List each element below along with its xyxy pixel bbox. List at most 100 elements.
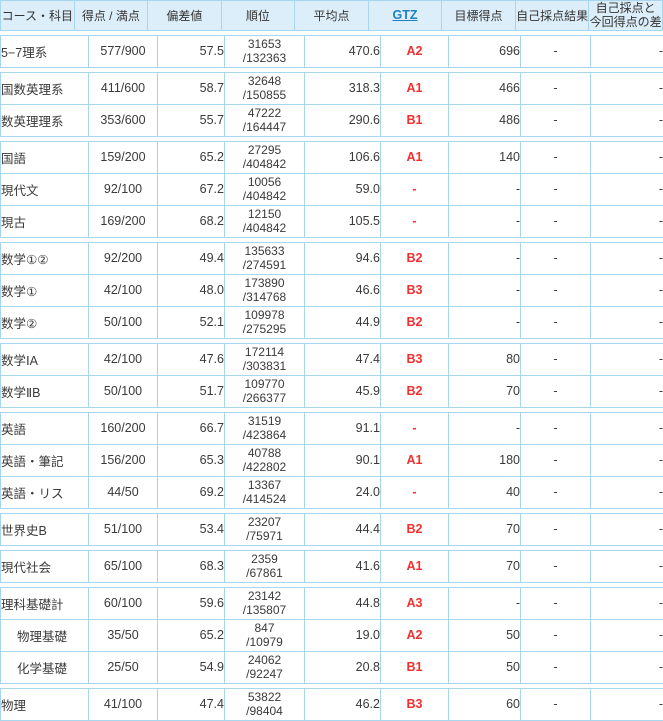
- self-scoring-result-cell: -: [521, 141, 591, 173]
- rank-cell: 10056 /404842: [225, 173, 305, 205]
- self-scoring-result-cell: -: [521, 476, 591, 508]
- score-cell: 60/100: [89, 587, 158, 619]
- rank-value: 172114: [225, 345, 304, 359]
- rank-cell: 32648 /150855: [225, 72, 305, 104]
- table-row: 国語 159/200 65.2 27295 /404842 106.6 A1 1…: [1, 141, 663, 173]
- target-score-cell: 180: [449, 444, 521, 476]
- average-score-cell: 24.0: [305, 476, 381, 508]
- col-header-course-subject: コース・科目: [1, 1, 75, 31]
- self-scoring-diff-cell: -: [591, 375, 663, 407]
- rank-value: 53822: [225, 690, 304, 704]
- deviation-value-cell: 55.7: [158, 104, 225, 136]
- rank-total: /275295: [225, 322, 304, 336]
- target-score-cell: 50: [449, 651, 521, 683]
- subject-cell: 5−7理系: [1, 35, 89, 67]
- subject-cell: 国数英理系: [1, 72, 89, 104]
- average-score-cell: 470.6: [305, 35, 381, 67]
- score-cell: 577/900: [89, 35, 158, 67]
- target-score-cell: 40: [449, 476, 521, 508]
- self-scoring-result-cell: -: [521, 104, 591, 136]
- table-row: 数学ⅠA 42/100 47.6 172114 /303831 47.4 B3 …: [1, 343, 663, 375]
- score-cell: 42/100: [89, 343, 158, 375]
- self-scoring-diff-cell: -: [591, 412, 663, 444]
- header-row: コース・科目 得点 / 満点 偏差値 順位 平均点 GTZ 目標得点 自己採点結…: [1, 1, 663, 31]
- rank-cell: 847 /10979: [225, 619, 305, 651]
- self-scoring-diff-cell: -: [591, 205, 663, 237]
- deviation-value-cell: 65.2: [158, 141, 225, 173]
- deviation-value-cell: 65.2: [158, 619, 225, 651]
- score-cell: 44/50: [89, 476, 158, 508]
- score-cell: 160/200: [89, 412, 158, 444]
- table-row: 化学基礎 25/50 54.9 24062 /92247 20.8 B1 50 …: [1, 651, 663, 683]
- rank-cell: 173890 /314768: [225, 274, 305, 306]
- subject-cell: 現代社会: [1, 550, 89, 582]
- rank-cell: 31653 /132363: [225, 35, 305, 67]
- self-scoring-result-cell: -: [521, 35, 591, 67]
- gtz-header-link[interactable]: GTZ: [393, 8, 418, 22]
- average-score-cell: 46.2: [305, 688, 381, 720]
- gtz-grade-cell: A1: [381, 550, 449, 582]
- rank-value: 2359: [225, 552, 304, 566]
- deviation-value-cell: 47.4: [158, 688, 225, 720]
- gtz-grade-cell: B2: [381, 306, 449, 338]
- self-scoring-result-cell: -: [521, 274, 591, 306]
- table-row: 5−7理系 577/900 57.5 31653 /132363 470.6 A…: [1, 35, 663, 67]
- rank-total: /164447: [225, 120, 304, 134]
- col-header-rank: 順位: [221, 1, 295, 31]
- subject-group-table: 5−7理系 577/900 57.5 31653 /132363 470.6 A…: [0, 35, 663, 68]
- gtz-grade-cell: A1: [381, 141, 449, 173]
- subject-group-table: 数学①② 92/200 49.4 135633 /274591 94.6 B2 …: [0, 242, 663, 339]
- col-header-self-scoring-result: 自己採点結果: [515, 1, 589, 31]
- gtz-grade-cell: A1: [381, 444, 449, 476]
- table-row: 数学① 42/100 48.0 173890 /314768 46.6 B3 -…: [1, 274, 663, 306]
- rank-value: 109978: [225, 308, 304, 322]
- subject-cell: 数学②: [1, 306, 89, 338]
- gtz-grade-cell: -: [381, 476, 449, 508]
- col-header-self-scoring-diff: 自己採点と 今回得点の差: [589, 1, 663, 31]
- table-row: 数学② 50/100 52.1 109978 /275295 44.9 B2 -…: [1, 306, 663, 338]
- self-scoring-diff-cell: -: [591, 587, 663, 619]
- self-scoring-diff-cell: -: [591, 343, 663, 375]
- gtz-grade-cell: B2: [381, 375, 449, 407]
- target-score-cell: 70: [449, 550, 521, 582]
- gtz-grade-cell: A1: [381, 72, 449, 104]
- rank-cell: 31519 /423864: [225, 412, 305, 444]
- score-cell: 169/200: [89, 205, 158, 237]
- subject-cell: 世界史B: [1, 513, 89, 545]
- self-scoring-diff-cell: -: [591, 274, 663, 306]
- subject-cell: 数学ⅡB: [1, 375, 89, 407]
- gtz-grade-cell: -: [381, 205, 449, 237]
- rank-cell: 12150 /404842: [225, 205, 305, 237]
- average-score-cell: 44.4: [305, 513, 381, 545]
- deviation-value-cell: 49.4: [158, 242, 225, 274]
- rank-value: 847: [225, 621, 304, 635]
- rank-cell: 40788 /422802: [225, 444, 305, 476]
- rank-value: 12150: [225, 207, 304, 221]
- col-header-average: 平均点: [295, 1, 369, 31]
- average-score-cell: 59.0: [305, 173, 381, 205]
- rank-cell: 47222 /164447: [225, 104, 305, 136]
- rank-total: /404842: [225, 157, 304, 171]
- self-scoring-diff-cell: -: [591, 619, 663, 651]
- average-score-cell: 91.1: [305, 412, 381, 444]
- target-score-cell: 466: [449, 72, 521, 104]
- gtz-grade-cell: B3: [381, 688, 449, 720]
- subject-cell: 国語: [1, 141, 89, 173]
- subject-group-table: 英語 160/200 66.7 31519 /423864 91.1 - - -…: [0, 412, 663, 509]
- col-header-self-scoring-diff-text: 自己採点と 今回得点の差: [589, 1, 662, 30]
- score-cell: 50/100: [89, 375, 158, 407]
- table-row: 数学①② 92/200 49.4 135633 /274591 94.6 B2 …: [1, 242, 663, 274]
- table-row: 現代文 92/100 67.2 10056 /404842 59.0 - - -…: [1, 173, 663, 205]
- score-cell: 156/200: [89, 444, 158, 476]
- deviation-value-cell: 68.3: [158, 550, 225, 582]
- deviation-value-cell: 47.6: [158, 343, 225, 375]
- deviation-value-cell: 68.2: [158, 205, 225, 237]
- score-cell: 42/100: [89, 274, 158, 306]
- rank-cell: 172114 /303831: [225, 343, 305, 375]
- rank-value: 109770: [225, 377, 304, 391]
- target-score-cell: 140: [449, 141, 521, 173]
- table-row: 英語 160/200 66.7 31519 /423864 91.1 - - -…: [1, 412, 663, 444]
- score-cell: 35/50: [89, 619, 158, 651]
- self-scoring-diff-cell: -: [591, 476, 663, 508]
